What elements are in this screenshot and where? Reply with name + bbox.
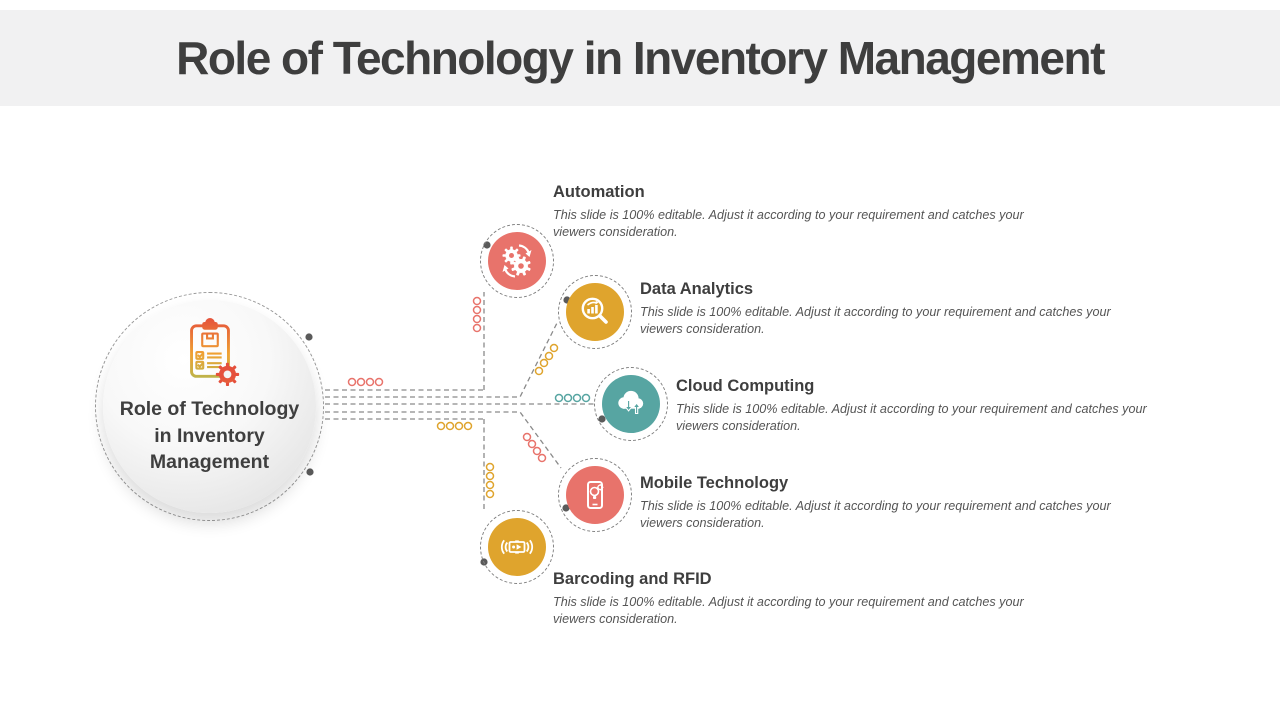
data-analytics-bubble xyxy=(566,283,624,341)
title-band: Role of Technology in Inventory Manageme… xyxy=(0,10,1280,106)
mobile-technology-bubble xyxy=(566,466,624,524)
sync-gears-icon xyxy=(502,244,532,278)
mobile-technology-text-block: Mobile Technology This slide is 100% edi… xyxy=(640,474,1126,532)
clipboard-gear-icon xyxy=(189,318,239,387)
automation-bubble xyxy=(488,232,546,290)
center-dashed-ring xyxy=(95,292,324,521)
barcoding-rfid-bubble xyxy=(488,518,546,576)
center-label: Role of Technology in Inventory Manageme… xyxy=(119,398,300,474)
automation-text-block: Automation This slide is 100% editable. … xyxy=(553,183,1039,241)
automation-title: Automation xyxy=(553,183,645,201)
barcoding-rfid-title: Barcoding and RFID xyxy=(553,570,712,588)
cloud-computing-description: This slide is 100% editable. Adjust it a… xyxy=(676,402,1147,434)
center-circle: Role of Technology in Inventory Manageme… xyxy=(103,300,316,513)
barcoding-rfid-text-block: Barcoding and RFID This slide is 100% ed… xyxy=(553,570,1039,628)
data-analytics-description: This slide is 100% editable. Adjust it a… xyxy=(640,305,1111,337)
barcoding-rfid-ring xyxy=(480,510,554,584)
automation-description: This slide is 100% editable. Adjust it a… xyxy=(553,208,1024,240)
cloud-computing-ring xyxy=(594,367,668,441)
mobile-technology-description: This slide is 100% editable. Adjust it a… xyxy=(640,499,1111,531)
data-analytics-title: Data Analytics xyxy=(640,280,754,298)
chart-magnifier-icon xyxy=(581,297,608,324)
cloud-computing-title: Cloud Computing xyxy=(676,377,815,395)
slide-title: Role of Technology in Inventory Manageme… xyxy=(176,32,1105,84)
mobile-technology-ring xyxy=(558,458,632,532)
cloud-arrows-icon xyxy=(618,390,644,415)
phone-bulb-icon xyxy=(587,481,604,509)
data-analytics-ring xyxy=(558,275,632,349)
barcoding-rfid-description: This slide is 100% editable. Adjust it a… xyxy=(553,595,1024,627)
data-analytics-text-block: Data Analytics This slide is 100% editab… xyxy=(640,280,1126,338)
rfid-signal-icon xyxy=(500,539,534,555)
mobile-technology-title: Mobile Technology xyxy=(640,474,789,492)
cloud-computing-bubble xyxy=(602,375,660,433)
automation-ring xyxy=(480,224,554,298)
cloud-computing-text-block: Cloud Computing This slide is 100% edita… xyxy=(676,377,1162,435)
